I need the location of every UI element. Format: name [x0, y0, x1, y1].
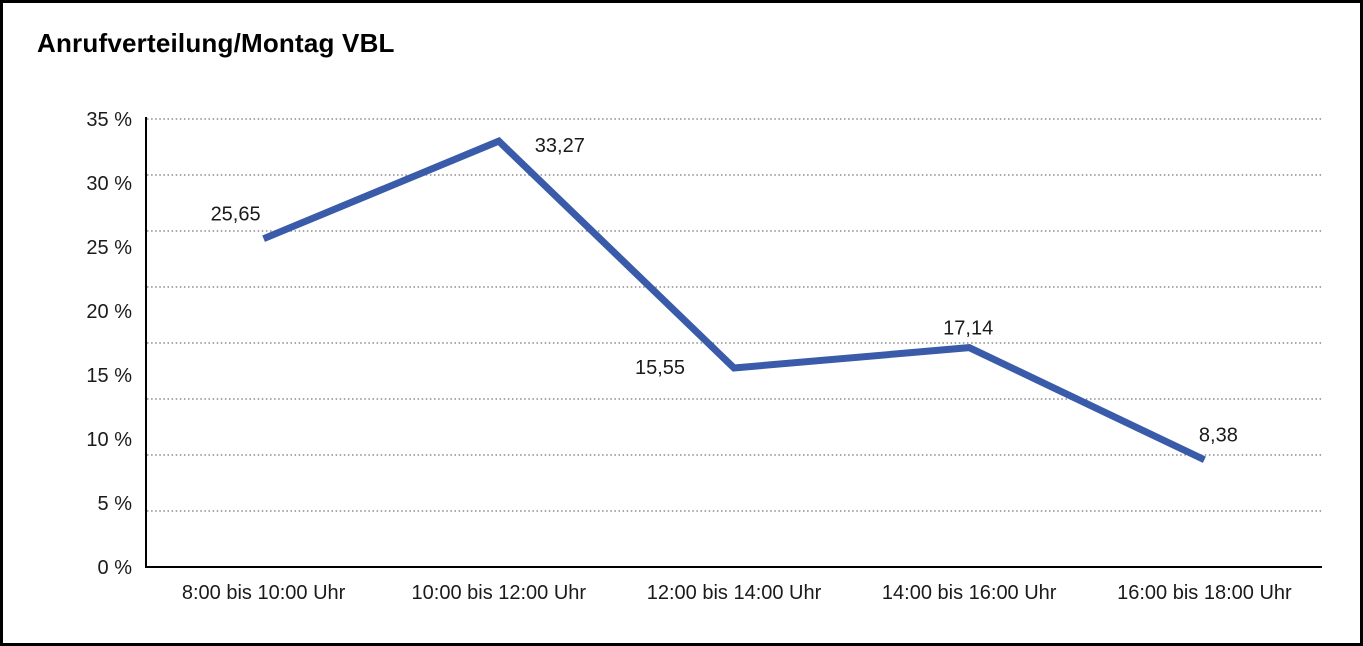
data-point-label: 33,27: [535, 135, 585, 157]
data-point-label: 15,55: [635, 357, 685, 379]
x-tick-label: 12:00 bis 14:00 Uhr: [647, 582, 822, 604]
data-point-label: 8,38: [1199, 425, 1238, 447]
chart-title: Anrufverteilung/Montag VBL: [37, 28, 395, 58]
y-tick-label: 30 %: [86, 173, 132, 195]
x-tick-label: 8:00 bis 10:00 Uhr: [182, 582, 346, 604]
x-tick-label: 14:00 bis 16:00 Uhr: [882, 582, 1057, 604]
y-tick-label: 20 %: [86, 301, 132, 323]
y-tick-label: 5 %: [98, 493, 133, 515]
line-chart: 35 % 30 % 25 % 20 % 15 % 10 % 5 % 0 % 8:00 bis 1…: [86, 109, 1322, 604]
y-tick-label: 10 %: [86, 429, 132, 451]
y-tick-label: 35 %: [86, 109, 132, 131]
y-tick-label: 25 %: [86, 237, 132, 259]
data-series-line: [262, 137, 1206, 463]
data-point-label: 17,14: [943, 318, 993, 340]
y-tick-label: 0 %: [98, 557, 133, 579]
y-tick-label: 15 %: [86, 365, 132, 387]
x-tick-label: 16:00 bis 18:00 Uhr: [1117, 582, 1292, 604]
x-tick-label: 10:00 bis 12:00 Uhr: [412, 582, 587, 604]
data-point-label: 25,65: [211, 204, 261, 226]
